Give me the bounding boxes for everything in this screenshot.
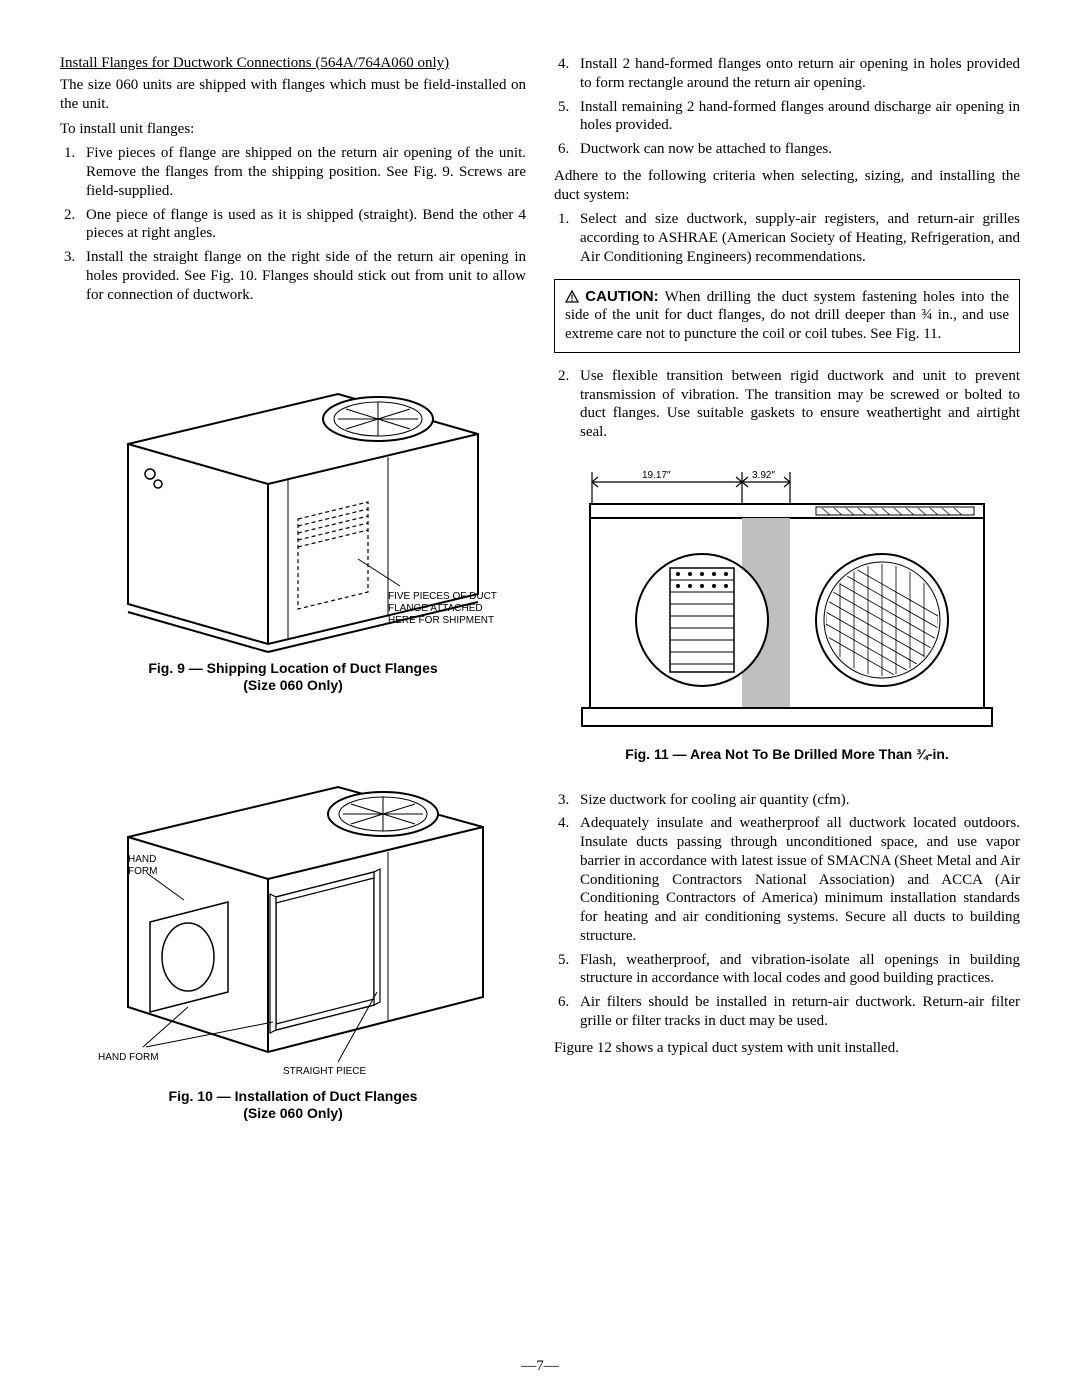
caption-text: (Size 060 Only) bbox=[60, 1105, 526, 1122]
figure-10-svg: HAND FORM HAND FORM STRAIGHT PIECE bbox=[88, 722, 498, 1082]
intro-paragraph-2: To install unit flanges: bbox=[60, 120, 526, 139]
list-item: 2.One piece of flange is used as it is s… bbox=[86, 206, 526, 244]
list-item: 5.Flash, weatherproof, and vibration-iso… bbox=[580, 951, 1020, 989]
list-text: Air filters should be installed in retur… bbox=[580, 994, 1020, 1029]
figure-9: FIVE PIECES OF DUCT FLANGE ATTACHED HERE… bbox=[60, 324, 526, 694]
closing-paragraph: Figure 12 shows a typical duct system wi… bbox=[554, 1039, 1020, 1058]
figure-9-svg: FIVE PIECES OF DUCT FLANGE ATTACHED HERE… bbox=[88, 324, 498, 654]
caution-label: CAUTION: bbox=[585, 288, 658, 305]
caption-text: Fig. 10 — Installation of Duct Flanges bbox=[60, 1088, 526, 1105]
list-item: 1.Five pieces of flange are shipped on t… bbox=[86, 144, 526, 200]
figure-9-caption: Fig. 9 — Shipping Location of Duct Flang… bbox=[60, 660, 526, 694]
caution-box: ! CAUTION: When drilling the duct system… bbox=[554, 279, 1020, 353]
list-text: Ductwork can now be attached to flanges. bbox=[580, 141, 832, 157]
two-column-layout: Install Flanges for Ductwork Connections… bbox=[60, 55, 1020, 1131]
fig10-hand: HAND bbox=[128, 854, 156, 865]
list-item: 4.Install 2 hand-formed flanges onto ret… bbox=[580, 55, 1020, 93]
list-item: 6.Air filters should be installed in ret… bbox=[580, 993, 1020, 1031]
adhere-paragraph: Adhere to the following criteria when se… bbox=[554, 167, 1020, 205]
caption-text: (Size 060 Only) bbox=[60, 677, 526, 694]
list-text: One piece of flange is used as it is shi… bbox=[86, 207, 526, 242]
figure-11-caption: Fig. 11 — Area Not To Be Drilled More Th… bbox=[554, 746, 1020, 763]
list-item: 3.Size ductwork for cooling air quantity… bbox=[580, 791, 1020, 810]
list-text: Five pieces of flange are shipped on the… bbox=[86, 145, 526, 199]
fig10-straight: STRAIGHT PIECE bbox=[283, 1066, 366, 1077]
duct-criteria-list-3: 3.Size ductwork for cooling air quantity… bbox=[554, 791, 1020, 1031]
list-text: Select and size ductwork, supply-air reg… bbox=[580, 211, 1020, 265]
figure-10: HAND FORM HAND FORM STRAIGHT PIECE Fig. … bbox=[60, 722, 526, 1122]
list-text: Install 2 hand-formed flanges onto retur… bbox=[580, 56, 1020, 91]
caption-text: Fig. 9 — Shipping Location of Duct Flang… bbox=[60, 660, 526, 677]
figure-10-caption: Fig. 10 — Installation of Duct Flanges (… bbox=[60, 1088, 526, 1122]
page-number: —7— bbox=[0, 1358, 1080, 1375]
list-item: 3.Install the straight flange on the rig… bbox=[86, 248, 526, 304]
section-heading: Install Flanges for Ductwork Connections… bbox=[60, 55, 526, 72]
list-text: Install remaining 2 hand-formed flanges … bbox=[580, 99, 1020, 134]
intro-paragraph-1: The size 060 units are shipped with flan… bbox=[60, 76, 526, 114]
list-item: 5.Install remaining 2 hand-formed flange… bbox=[580, 98, 1020, 136]
figure-11-svg: 19.17″ 3.92″ bbox=[572, 460, 1002, 740]
install-steps-list: 1.Five pieces of flange are shipped on t… bbox=[60, 144, 526, 304]
list-text: Size ductwork for cooling air quantity (… bbox=[580, 792, 850, 808]
list-item: 1.Select and size ductwork, supply-air r… bbox=[580, 210, 1020, 266]
figure-11: 19.17″ 3.92″ bbox=[554, 460, 1020, 763]
left-column: Install Flanges for Ductwork Connections… bbox=[60, 55, 526, 1131]
svg-text:!: ! bbox=[571, 293, 574, 303]
duct-criteria-list-2: 2.Use flexible transition between rigid … bbox=[554, 367, 1020, 442]
fig11-dim1: 19.17″ bbox=[642, 470, 671, 481]
list-text: Flash, weatherproof, and vibration-isola… bbox=[580, 952, 1020, 987]
warning-icon: ! bbox=[565, 290, 579, 303]
fig10-form: FORM bbox=[128, 866, 157, 877]
right-column: 4.Install 2 hand-formed flanges onto ret… bbox=[554, 55, 1020, 1131]
duct-criteria-list-1: 1.Select and size ductwork, supply-air r… bbox=[554, 210, 1020, 266]
list-text: Use flexible transition between rigid du… bbox=[580, 368, 1020, 440]
list-text: Install the straight flange on the right… bbox=[86, 249, 526, 303]
fig10-handform: HAND FORM bbox=[98, 1052, 159, 1063]
fig9-callout-1: FIVE PIECES OF DUCT bbox=[388, 591, 497, 602]
list-item: 4.Adequately insulate and weatherproof a… bbox=[580, 814, 1020, 945]
list-item: 6.Ductwork can now be attached to flange… bbox=[580, 140, 1020, 159]
list-item: 2.Use flexible transition between rigid … bbox=[580, 367, 1020, 442]
list-text: Adequately insulate and weatherproof all… bbox=[580, 815, 1020, 944]
right-top-list: 4.Install 2 hand-formed flanges onto ret… bbox=[554, 55, 1020, 159]
fig11-dim2: 3.92″ bbox=[752, 470, 775, 481]
